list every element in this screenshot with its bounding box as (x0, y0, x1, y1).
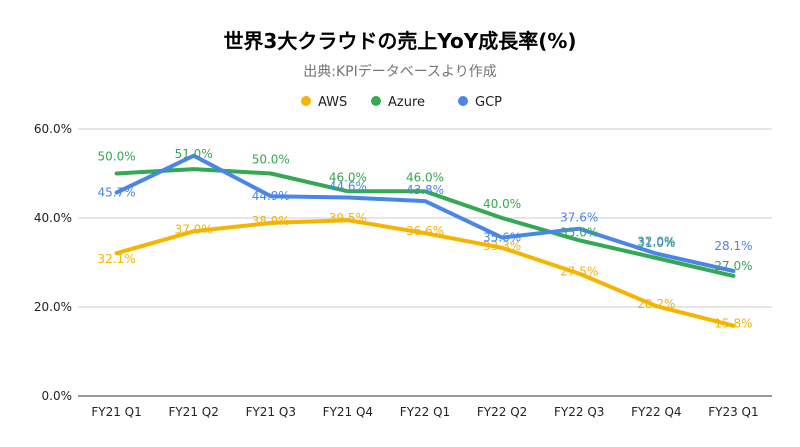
series-line-gcp (114, 153, 736, 273)
y-tick-label: 20.0% (34, 300, 72, 314)
y-axis: 0.0% 20.0% 40.0% 60.0% (34, 122, 72, 403)
x-tick-label: FY22 Q2 (477, 405, 527, 419)
x-tick-label: FY21 Q3 (246, 405, 296, 419)
x-tick-label: FY23 Q1 (708, 405, 758, 419)
data-label: 51.0% (175, 147, 213, 161)
x-tick-label: FY21 Q4 (323, 405, 373, 419)
data-label: 36.6% (406, 224, 444, 238)
data-label: 39.5% (329, 211, 367, 225)
data-label: 35.6% (483, 231, 521, 245)
x-tick-label: FY22 Q3 (554, 405, 604, 419)
data-label: 27.5% (560, 265, 598, 279)
x-tick-label: FY22 Q1 (400, 405, 450, 419)
data-label: 43.8% (406, 183, 444, 197)
data-label: 44.9% (252, 189, 290, 203)
data-label: 27.0% (714, 259, 752, 273)
x-tick-label: FY21 Q2 (168, 405, 218, 419)
legend-swatch (458, 96, 468, 106)
x-tick-label: FY22 Q4 (631, 405, 681, 419)
series-lines (114, 153, 736, 328)
data-labels: 32.1% 37.0% 38.9% 39.5% 36.6% 33.3% 27.5% 20.2%… (97, 147, 752, 331)
data-label: 40.0% (483, 197, 521, 211)
y-tick-label: 60.0% (34, 122, 72, 136)
data-label: 46.0% (329, 170, 367, 184)
y-tick-label: 40.0% (34, 211, 72, 225)
series-line-aws (114, 218, 736, 328)
data-label: 35.0% (560, 225, 598, 239)
legend-item: GCP (475, 95, 502, 110)
data-label: 28.1% (714, 239, 752, 253)
legend: AWS Azure GCP (301, 95, 502, 110)
legend-item: AWS (318, 95, 347, 110)
data-label: 33.3% (483, 239, 521, 253)
data-label: 31.0% (637, 236, 675, 250)
data-label: 38.9% (252, 214, 290, 228)
data-label: 44.6% (329, 180, 367, 194)
chart-subtitle: 出典:KPIデータベースより作成 (303, 63, 497, 80)
chart-title: 世界3大クラウドの売上YoY成長率(%) (223, 29, 576, 53)
y-tick-label: 0.0% (42, 389, 73, 403)
legend-swatch (371, 96, 381, 106)
data-label: 32.0% (637, 235, 675, 249)
data-label: 32.1% (97, 252, 135, 266)
x-tick-label: FY21 Q1 (91, 405, 141, 419)
data-label: 15.8% (714, 317, 752, 331)
data-label: 37.0% (175, 222, 213, 236)
data-label: 37.6% (560, 211, 598, 225)
data-label: 45.7% (97, 186, 135, 200)
legend-swatch (301, 96, 311, 106)
x-axis: FY21 Q1 FY21 Q2 FY21 Q3 FY21 Q4 FY22 Q1 FY22 … (91, 405, 758, 419)
data-label: 50.0% (252, 153, 290, 167)
data-label: 50.0% (97, 150, 135, 164)
data-label: 46.0% (406, 170, 444, 184)
data-label: 20.2% (637, 297, 675, 311)
legend-item: Azure (388, 95, 425, 110)
